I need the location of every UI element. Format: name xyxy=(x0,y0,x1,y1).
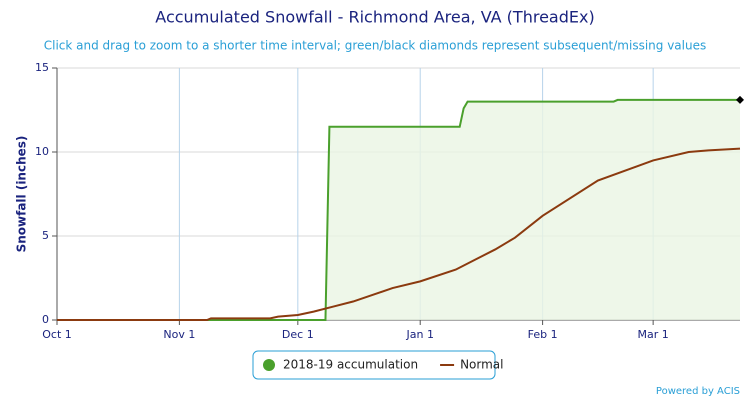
x-tick-label: Nov 1 xyxy=(163,328,195,341)
x-tick-label: Dec 1 xyxy=(282,328,314,341)
x-tick-label: Jan 1 xyxy=(405,328,433,341)
chart-subtitle: Click and drag to zoom to a shorter time… xyxy=(44,39,706,53)
y-tick-label: 10 xyxy=(35,145,49,158)
credit: Powered by ACIS xyxy=(656,386,740,397)
legend-box xyxy=(252,350,496,380)
legend: 2018-19 accumulation Normal xyxy=(252,350,504,380)
legend-label: Normal xyxy=(460,358,503,372)
y-tick-label: 5 xyxy=(42,229,49,242)
legend-label: 2018-19 accumulation xyxy=(283,358,418,372)
y-tick-label: 15 xyxy=(35,61,49,74)
y-tick-label: 0 xyxy=(42,313,49,326)
x-tick-label: Feb 1 xyxy=(528,328,558,341)
y-axis-label: Snowfall (inches) xyxy=(15,136,29,253)
line xyxy=(57,98,740,321)
x-tick-label: Oct 1 xyxy=(42,328,72,341)
area xyxy=(57,99,740,320)
legend-swatch xyxy=(263,359,275,371)
line xyxy=(57,147,741,321)
chart-title: Accumulated Snowfall - Richmond Area, VA… xyxy=(155,8,594,27)
x-tick-label: Mar 1 xyxy=(638,328,669,341)
end-marker xyxy=(736,95,744,104)
